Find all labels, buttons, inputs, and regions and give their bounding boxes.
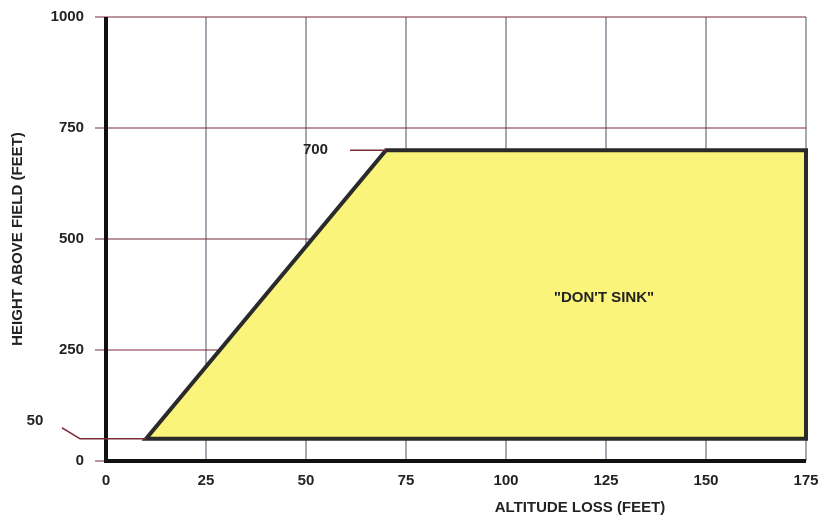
x-tick-label: 50 bbox=[298, 472, 315, 489]
x-axis-title: ALTITUDE LOSS (FEET) bbox=[495, 499, 666, 516]
y-tick-label: 750 bbox=[59, 119, 84, 136]
x-tick-label: 100 bbox=[493, 472, 518, 489]
region-label: "DON'T SINK" bbox=[554, 289, 654, 306]
y-tick-label: 1000 bbox=[51, 8, 84, 25]
y-tick-label: 0 bbox=[76, 452, 84, 469]
x-tick-label: 75 bbox=[398, 472, 415, 489]
x-tick-label: 25 bbox=[198, 472, 215, 489]
y-tick-label: 250 bbox=[59, 341, 84, 358]
annotation: 50 bbox=[27, 412, 44, 429]
x-tick-label: 175 bbox=[793, 472, 818, 489]
x-tick-label: 150 bbox=[693, 472, 718, 489]
annotation: 700 bbox=[303, 141, 328, 158]
x-tick-label: 125 bbox=[593, 472, 618, 489]
leader-line bbox=[61, 427, 146, 440]
x-tick-label: 0 bbox=[102, 472, 110, 489]
y-tick-label: 500 bbox=[59, 230, 84, 247]
region bbox=[141, 148, 808, 441]
y-axis-title: HEIGHT ABOVE FIELD (FEET) bbox=[9, 132, 26, 346]
